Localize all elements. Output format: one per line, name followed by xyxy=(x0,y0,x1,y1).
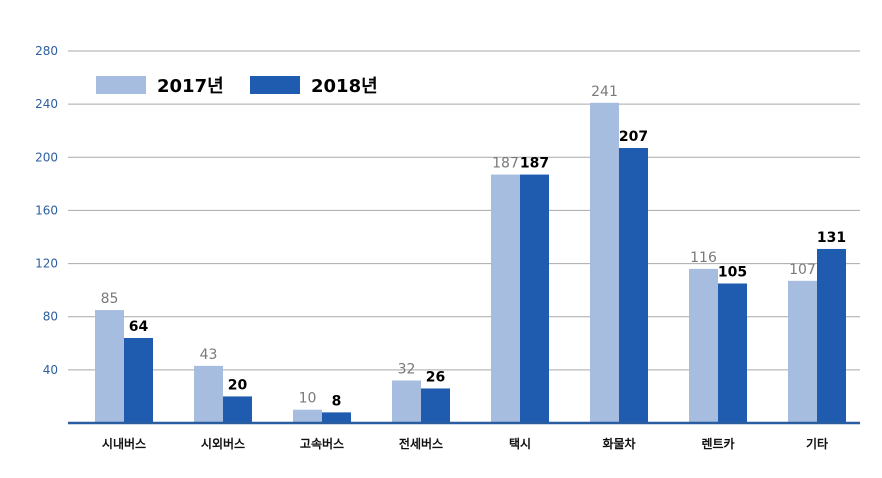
x-tick-label: 시내버스 xyxy=(102,436,146,451)
data-label-2017: 32 xyxy=(398,361,416,377)
bar-2018-렌트카 xyxy=(718,283,747,423)
data-label-2017: 43 xyxy=(200,347,218,363)
x-tick-label: 화물차 xyxy=(602,436,635,451)
y-tick-label: 240 xyxy=(35,97,58,111)
bar-2017-전세버스 xyxy=(392,380,421,423)
data-label-2017: 85 xyxy=(101,291,119,307)
y-tick-label: 80 xyxy=(43,310,58,324)
bars xyxy=(95,102,846,424)
data-label-2018: 207 xyxy=(619,129,648,145)
x-tick-label: 택시 xyxy=(509,436,531,451)
bar-2017-기타 xyxy=(788,280,817,423)
gridlines xyxy=(68,50,860,371)
data-label-2017: 107 xyxy=(789,262,816,278)
bar-2018-기타 xyxy=(817,248,846,423)
bar-2017-시외버스 xyxy=(194,365,223,423)
bar-2017-시내버스 xyxy=(95,310,124,423)
legend-label-2018: 2018년 xyxy=(311,76,378,97)
x-tick-label: 기타 xyxy=(806,436,828,451)
data-label-2017: 187 xyxy=(492,156,519,172)
bar-2017-렌트카 xyxy=(689,268,718,423)
x-tick-label: 고속버스 xyxy=(300,436,344,451)
y-tick-label: 200 xyxy=(35,150,58,164)
data-label-2018: 8 xyxy=(332,393,342,409)
data-label-2018: 131 xyxy=(817,230,846,246)
y-tick-label: 40 xyxy=(43,363,58,377)
data-label-2017: 10 xyxy=(299,391,317,407)
legend-swatch-2018 xyxy=(250,76,300,94)
y-tick-label: 280 xyxy=(35,44,58,58)
data-label-2018: 20 xyxy=(228,377,248,393)
bar-2017-택시 xyxy=(491,174,520,423)
data-label-2018: 187 xyxy=(520,156,549,172)
y-tick-label: 160 xyxy=(35,203,58,217)
x-tick-label: 렌트카 xyxy=(701,436,734,451)
bar-2018-화물차 xyxy=(619,147,648,423)
bar-2018-고속버스 xyxy=(322,412,351,423)
legend-swatch-2017 xyxy=(96,76,146,94)
x-axis: 시내버스 시외버스 고속버스 전세버스 택시 화물차 렌트카 기타 xyxy=(68,421,860,451)
y-axis: 40 80 120 160 200 240 280 xyxy=(35,44,58,377)
data-label-2018: 26 xyxy=(426,369,445,385)
bar-2018-시내버스 xyxy=(124,337,153,423)
data-label-2017: 241 xyxy=(591,84,618,100)
bar-2018-전세버스 xyxy=(421,388,450,423)
bar-2018-택시 xyxy=(520,174,549,423)
bar-2018-시외버스 xyxy=(223,396,252,423)
data-label-2017: 116 xyxy=(690,250,717,266)
bar-2017-화물차 xyxy=(590,102,619,424)
bar-2017-고속버스 xyxy=(293,409,322,423)
data-label-2018: 105 xyxy=(718,265,747,281)
legend: 2017년 2018년 xyxy=(96,76,378,97)
legend-label-2017: 2017년 xyxy=(157,76,224,97)
x-tick-label: 시외버스 xyxy=(201,436,245,451)
data-label-2018: 64 xyxy=(129,319,149,335)
x-tick-label: 전세버스 xyxy=(399,436,443,451)
y-tick-label: 120 xyxy=(35,257,58,271)
